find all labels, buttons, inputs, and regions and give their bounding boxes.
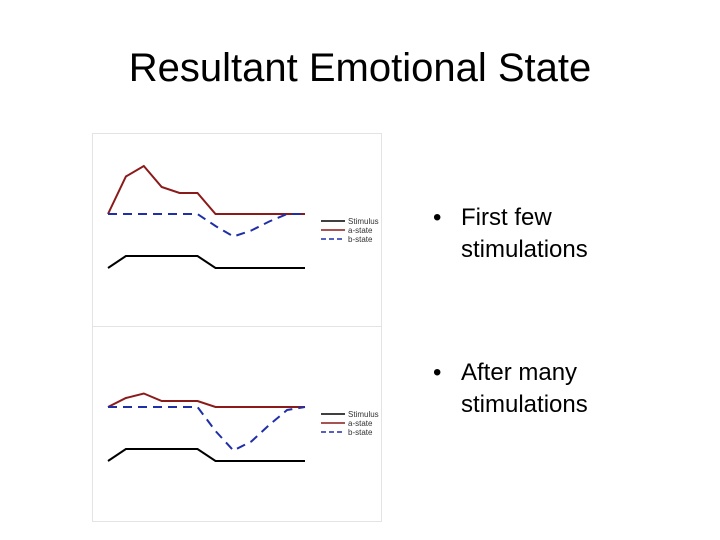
- legend-label: a-state: [348, 419, 373, 428]
- bullet-text: First few stimulations: [461, 204, 588, 263]
- legend-label: a-state: [348, 226, 373, 235]
- chart-panel-many: Stimulus a-state b-state: [92, 326, 382, 522]
- chart-panel-first: Stimulus a-state b-state: [92, 133, 382, 329]
- legend-label: Stimulus: [348, 410, 379, 419]
- series-line-stimulus: [107, 448, 305, 462]
- legend-label: Stimulus: [348, 217, 379, 226]
- legend-label: b-state: [348, 428, 373, 437]
- bullet-text: After many stimulations: [461, 359, 588, 418]
- series-line-b-state: [108, 213, 305, 238]
- slide-title: Resultant Emotional State: [128, 46, 592, 90]
- series-line-a-state: [107, 392, 305, 408]
- series-line-stimulus: [107, 255, 305, 269]
- bullet-after-many: • After many stimulations: [433, 357, 651, 421]
- bullet-first-few: • First few stimulations: [433, 202, 651, 266]
- legend-label: b-state: [348, 235, 373, 244]
- bullet-marker: •: [433, 204, 442, 231]
- series-line-b-state: [108, 406, 306, 452]
- series-line-a-state: [107, 164, 305, 215]
- bullet-marker: •: [433, 359, 442, 386]
